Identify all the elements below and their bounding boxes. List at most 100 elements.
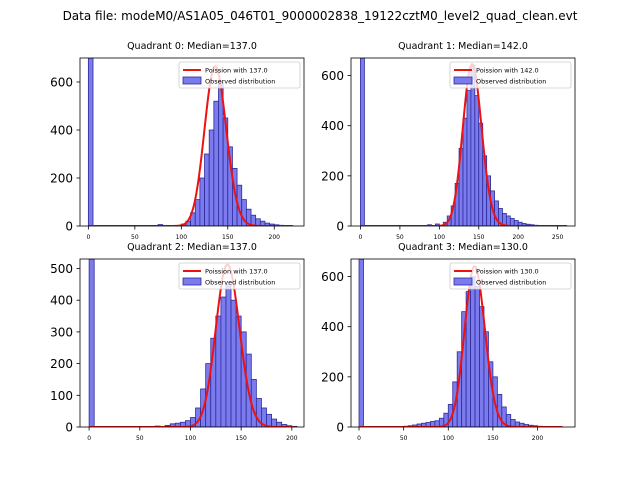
histogram-bar <box>470 65 476 226</box>
x-tick-label: 100 <box>443 435 455 442</box>
histogram-bar <box>466 90 472 226</box>
legend-swatch-bar <box>182 76 202 85</box>
legend-label-observed: Observed distribution <box>205 78 275 86</box>
y-tick-label: 0 <box>65 220 73 234</box>
subplot-quadrant-1: 0 50 100 150 200 250 0 200 400 600 Quadrant 1: Med… <box>321 41 576 241</box>
plot-area <box>87 58 294 226</box>
histogram-bar <box>358 259 364 427</box>
histogram-bar <box>220 296 227 427</box>
histogram-bar <box>225 283 232 427</box>
axes-frame <box>350 57 576 227</box>
subplot-title: Quadrant 3: Median=130.0 <box>398 242 528 253</box>
plot-area <box>358 259 563 427</box>
subplot-quadrant-2: 0 50 100 150 200 0 100 200 300 400 500 Quadrant 2: … <box>50 242 305 442</box>
histogram-bar <box>479 306 485 427</box>
x-tick-label: 200 <box>532 435 544 442</box>
histogram-bar <box>199 177 205 226</box>
y-tick-label: 0 <box>65 421 73 435</box>
subplot-quadrant-3: 0 50 100 150 200 0 200 400 600 Quadrant 3: Median… <box>321 242 576 442</box>
y-tick-label: 100 <box>50 389 73 403</box>
histogram-bar <box>509 218 515 226</box>
x-tick-label: 50 <box>396 234 404 241</box>
legend-frame <box>178 61 301 89</box>
subplot-title: Quadrant 2: Median=137.0 <box>127 242 257 253</box>
x-tick-label: 100 <box>176 234 188 241</box>
legend-label-poisson: Poission with 137.0 <box>205 67 268 75</box>
legend-frame <box>449 61 572 89</box>
histogram-bar <box>88 259 95 427</box>
legend-frame <box>449 262 572 290</box>
legend-label-poisson: Poission with 142.0 <box>476 67 539 75</box>
histogram-bar <box>470 276 476 427</box>
x-tick-label: 100 <box>185 435 197 442</box>
y-tick-label: 600 <box>321 69 344 83</box>
y-tick-label: 200 <box>50 172 73 186</box>
histogram-bar <box>87 58 94 226</box>
y-tick-label: 200 <box>50 357 73 371</box>
legend-swatch-bar <box>453 277 473 286</box>
histogram-bar <box>474 286 480 427</box>
y-tick-label: 200 <box>321 370 344 384</box>
x-tick-label: 50 <box>131 234 139 241</box>
legend-label-observed: Observed distribution <box>476 78 546 86</box>
legend: Poission with 130.0 Observed distribution <box>449 262 572 290</box>
x-tick-label: 0 <box>86 234 90 241</box>
x-tick-label: 150 <box>222 234 234 241</box>
y-tick-label: 400 <box>321 119 344 133</box>
legend: Poission with 142.0 Observed distribution <box>449 61 572 89</box>
histogram-bar <box>208 129 215 226</box>
x-tick-label: 100 <box>434 234 446 241</box>
y-tick-label: 400 <box>321 320 344 334</box>
subplot-quadrant-0: 0 50 100 150 200 0 200 400 600 Quadrant 0: Median… <box>50 41 305 241</box>
poisson-curve <box>360 63 568 226</box>
y-tick-label: 0 <box>336 421 344 435</box>
axes-frame <box>350 258 576 428</box>
x-tick-label: 0 <box>357 435 361 442</box>
histogram-bar <box>194 199 201 226</box>
plot-area <box>360 58 568 226</box>
poisson-curve <box>359 265 563 427</box>
x-tick-label: 150 <box>487 435 499 442</box>
histogram-bar <box>505 215 511 226</box>
axes-frame <box>79 57 305 227</box>
y-tick-label: 0 <box>336 220 344 234</box>
x-tick-label: 150 <box>473 234 485 241</box>
histogram-bar <box>204 153 210 226</box>
subplot-grid: 0 50 100 150 200 0 200 400 600 Quadrant 0: Median… <box>50 41 576 442</box>
histogram-bar <box>215 315 222 427</box>
x-tick-label: 0 <box>359 234 363 241</box>
poisson-curve <box>89 263 294 427</box>
histogram-bar <box>360 58 365 226</box>
figure-suptitle: Data file: modeM0/AS1A05_046T01_90000028… <box>63 9 578 23</box>
y-tick-label: 500 <box>50 262 73 276</box>
histogram-bar <box>462 117 468 226</box>
subplot-title: Quadrant 1: Median=142.0 <box>398 41 528 52</box>
x-tick-label: 150 <box>235 435 247 442</box>
x-tick-label: 200 <box>269 234 281 241</box>
y-tick-label: 600 <box>50 76 73 90</box>
y-tick-label: 400 <box>50 124 73 138</box>
legend: Poission with 137.0 Observed distribution <box>178 61 301 89</box>
histogram-bar <box>213 100 219 226</box>
legend-label-poisson: Poission with 130.0 <box>476 268 539 276</box>
legend: Poission with 137.0 Observed distribution <box>178 262 301 290</box>
histogram-bar <box>230 299 237 427</box>
poisson-curve <box>88 65 293 226</box>
legend-label-poisson: Poission with 137.0 <box>205 268 268 276</box>
x-tick-label: 0 <box>87 435 91 442</box>
y-tick-label: 200 <box>321 169 344 183</box>
histogram-bar <box>474 95 480 226</box>
axes-frame <box>79 258 305 428</box>
y-tick-label: 400 <box>50 294 73 308</box>
x-tick-label: 250 <box>552 234 564 241</box>
x-tick-label: 200 <box>512 234 524 241</box>
legend-swatch-bar <box>453 76 473 85</box>
y-tick-label: 300 <box>50 325 73 339</box>
legend-swatch-bar <box>182 277 202 286</box>
x-tick-label: 200 <box>286 435 298 442</box>
legend-label-observed: Observed distribution <box>205 279 275 287</box>
legend-frame <box>178 262 301 290</box>
subplot-title: Quadrant 0: Median=137.0 <box>127 41 257 52</box>
x-tick-label: 50 <box>136 435 144 442</box>
